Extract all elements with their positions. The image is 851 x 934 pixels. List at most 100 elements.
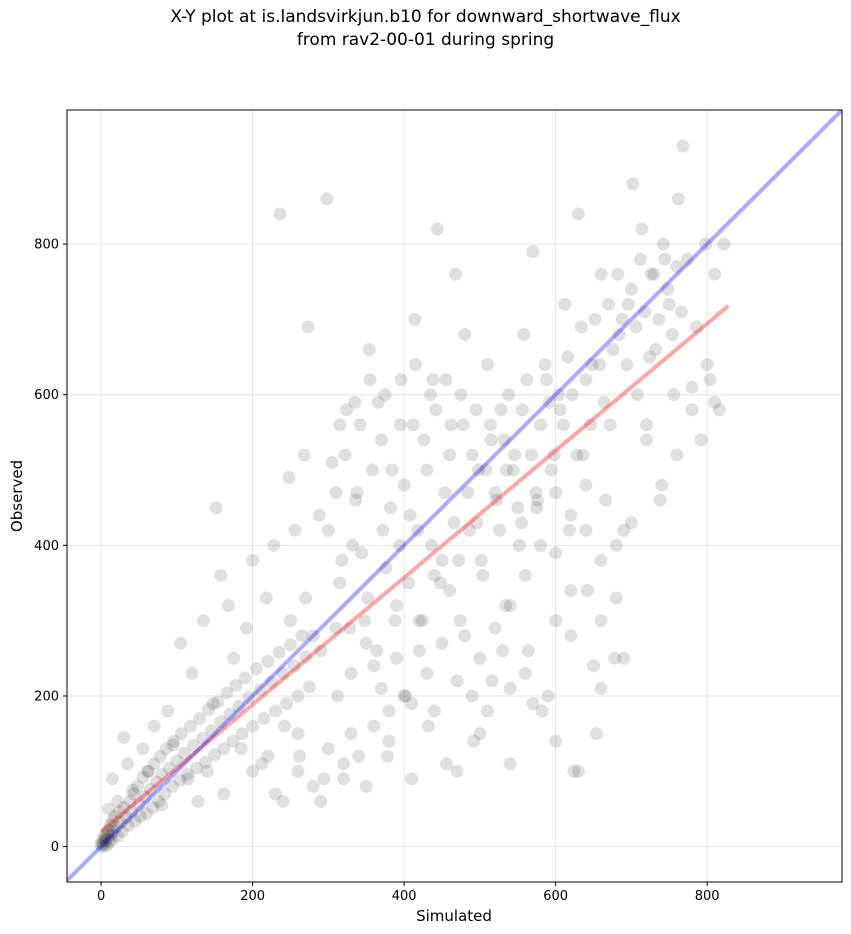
data-point bbox=[291, 689, 305, 703]
data-point bbox=[518, 666, 532, 680]
data-point bbox=[282, 471, 296, 485]
data-point bbox=[221, 599, 235, 613]
data-point bbox=[199, 755, 213, 769]
data-point bbox=[226, 734, 240, 748]
data-point bbox=[567, 764, 581, 778]
data-point bbox=[390, 651, 404, 665]
data-point bbox=[374, 433, 388, 447]
data-point bbox=[480, 358, 494, 372]
data-point bbox=[291, 727, 305, 741]
data-point bbox=[594, 553, 608, 567]
data-point bbox=[473, 651, 487, 665]
data-point bbox=[94, 838, 108, 852]
identity-line bbox=[67, 110, 842, 882]
data-point bbox=[411, 523, 425, 537]
data-point bbox=[620, 358, 634, 372]
data-point bbox=[421, 719, 435, 733]
plot-frame bbox=[66, 109, 843, 883]
data-point bbox=[518, 568, 532, 582]
data-point bbox=[499, 599, 513, 613]
data-point bbox=[570, 448, 584, 462]
data-point bbox=[102, 802, 116, 816]
data-point bbox=[452, 553, 466, 567]
data-point bbox=[329, 621, 343, 635]
data-point bbox=[211, 695, 225, 709]
data-point bbox=[503, 681, 517, 695]
data-point bbox=[99, 839, 113, 853]
data-point bbox=[162, 761, 176, 775]
data-point bbox=[473, 727, 487, 741]
data-point bbox=[112, 805, 126, 819]
data-point bbox=[435, 553, 449, 567]
data-point bbox=[367, 659, 381, 673]
data-point bbox=[644, 267, 658, 281]
data-point bbox=[136, 742, 150, 756]
data-point bbox=[337, 757, 351, 771]
data-point bbox=[417, 433, 431, 447]
data-point bbox=[424, 538, 438, 552]
data-point bbox=[153, 749, 167, 763]
data-point bbox=[485, 674, 499, 688]
data-point bbox=[450, 764, 464, 778]
data-point bbox=[420, 666, 434, 680]
data-point bbox=[617, 523, 631, 537]
data-point bbox=[403, 508, 417, 522]
data-point bbox=[549, 614, 563, 628]
data-point bbox=[408, 312, 422, 326]
data-point bbox=[170, 754, 184, 768]
data-point bbox=[517, 327, 531, 341]
data-point bbox=[376, 523, 390, 537]
data-point bbox=[488, 621, 502, 635]
data-point bbox=[193, 712, 207, 726]
data-point bbox=[333, 418, 347, 432]
data-point bbox=[190, 761, 204, 775]
data-point bbox=[647, 267, 661, 281]
data-point bbox=[99, 834, 113, 848]
data-point bbox=[338, 448, 352, 462]
data-point bbox=[661, 282, 675, 296]
data-point bbox=[348, 395, 362, 409]
data-point bbox=[276, 794, 290, 808]
data-point bbox=[438, 486, 452, 500]
data-point bbox=[465, 448, 479, 462]
data-point bbox=[380, 749, 394, 763]
data-point bbox=[117, 730, 131, 744]
data-point bbox=[594, 267, 608, 281]
data-point bbox=[111, 829, 125, 843]
data-point bbox=[161, 704, 175, 718]
data-point bbox=[470, 516, 484, 530]
data-point bbox=[583, 418, 597, 432]
data-point bbox=[374, 681, 388, 695]
data-point bbox=[232, 700, 246, 714]
data-point bbox=[102, 835, 116, 849]
y-axis: 0 200 400 600 800 bbox=[34, 238, 67, 855]
data-point bbox=[390, 599, 404, 613]
data-point bbox=[229, 678, 243, 692]
data-point bbox=[564, 629, 578, 643]
data-point bbox=[511, 501, 525, 515]
data-point bbox=[430, 222, 444, 236]
data-point bbox=[140, 806, 154, 820]
data-point bbox=[299, 591, 313, 605]
data-point bbox=[352, 749, 366, 763]
data-point bbox=[121, 819, 135, 833]
data-point bbox=[520, 373, 534, 387]
data-point bbox=[488, 486, 502, 500]
chart-title: X-Y plot at is.landsvirkjun.b10 for down… bbox=[0, 6, 851, 52]
data-point bbox=[165, 779, 179, 793]
data-point bbox=[196, 614, 210, 628]
data-point bbox=[159, 742, 173, 756]
data-point bbox=[180, 767, 194, 781]
chart-title-line-2: from rav2-00-01 during spring bbox=[296, 30, 555, 50]
data-point bbox=[603, 418, 617, 432]
data-point bbox=[449, 267, 463, 281]
data-point bbox=[98, 829, 112, 843]
data-point bbox=[257, 712, 271, 726]
data-point bbox=[405, 772, 419, 786]
data-point bbox=[158, 787, 172, 801]
data-point bbox=[333, 576, 347, 590]
data-point bbox=[674, 305, 688, 319]
regression-line bbox=[99, 304, 730, 834]
data-point bbox=[629, 320, 643, 334]
